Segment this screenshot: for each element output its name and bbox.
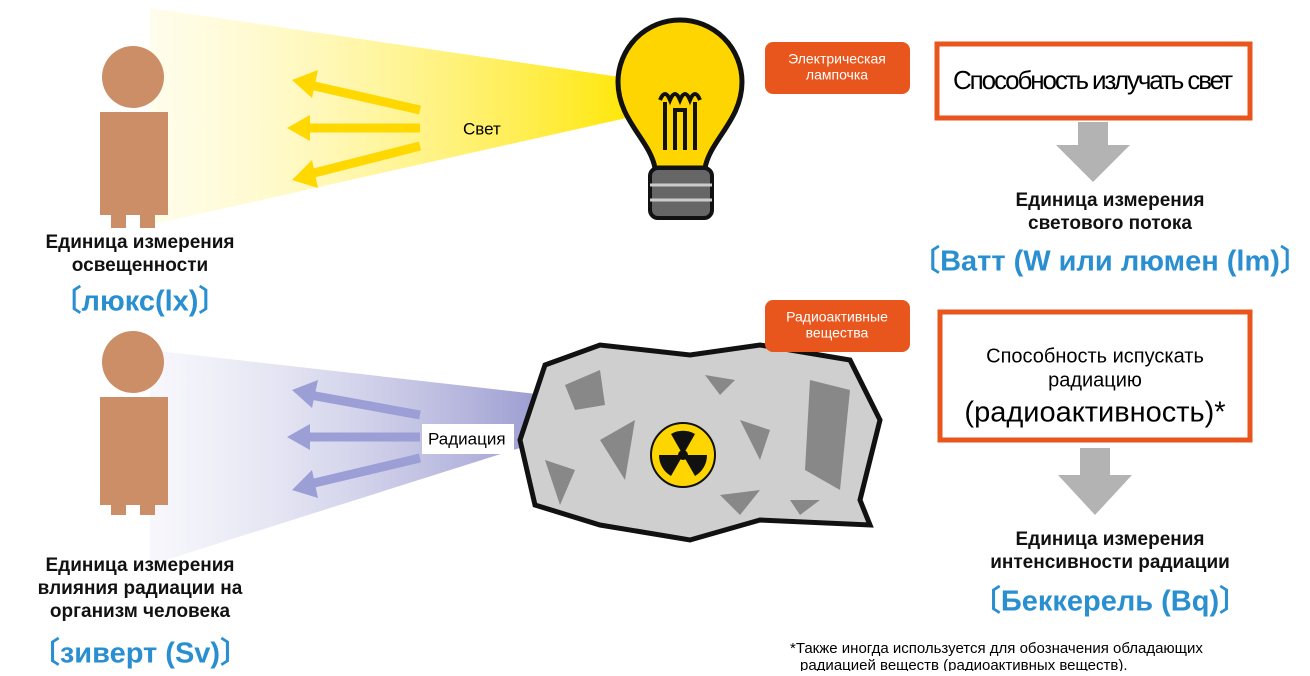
- radioactive-rock: [520, 345, 880, 540]
- light-beam: [150, 8, 640, 225]
- page: Электрическая лампочка Радиоактивные вещ…: [0, 0, 1310, 671]
- unit-caption: светового потока: [1028, 213, 1192, 234]
- ability-text: Способность излучать свет: [953, 65, 1233, 95]
- footnote: *Также иногда используется для обозначен…: [790, 640, 1203, 657]
- source-tag: Электрическая: [788, 51, 886, 67]
- unit-caption: Единица измерения: [1015, 529, 1204, 550]
- unit-name: 〔Беккерель (Bq)〕: [972, 585, 1248, 618]
- unit-caption: Единица измерения: [1015, 190, 1204, 211]
- down-arrow: [1056, 122, 1130, 182]
- person-icon: [100, 46, 168, 228]
- ability-text: Способность испускать: [986, 345, 1204, 367]
- diagram: Электрическая лампочка Радиоактивные вещ…: [0, 0, 1310, 671]
- unit-caption: организм человека: [50, 601, 231, 622]
- source-tag: Радиоактивные: [786, 309, 888, 325]
- radiation-beam: [150, 350, 545, 565]
- unit-caption: интенсивности радиации: [990, 552, 1230, 573]
- unit-caption: освещенности: [72, 255, 208, 276]
- ability-text: радиацию: [1048, 369, 1142, 391]
- footnote: радиацией веществ (радиоактивных веществ…: [800, 657, 1128, 671]
- person-icon: [100, 331, 168, 515]
- source-tag: лампочка: [806, 67, 868, 83]
- unit-name: 〔люкс(lx)〕: [53, 285, 228, 318]
- unit-name: 〔Ватт (W или люмен (lm)〕: [911, 245, 1309, 278]
- ability-text: (радиоактивность)*: [964, 397, 1225, 429]
- unit-name: 〔зиверт (Sv)〕: [31, 637, 249, 670]
- unit-caption: Единица измерения: [45, 232, 234, 253]
- unit-caption: Единица измерения: [45, 555, 234, 576]
- source-tag: вещества: [806, 325, 869, 341]
- ray-label: Радиация: [428, 429, 506, 448]
- light-bulb: [618, 20, 742, 218]
- ray-label: Свет: [463, 119, 501, 138]
- down-arrow: [1058, 448, 1132, 515]
- unit-caption: влияния радиации на: [38, 578, 243, 599]
